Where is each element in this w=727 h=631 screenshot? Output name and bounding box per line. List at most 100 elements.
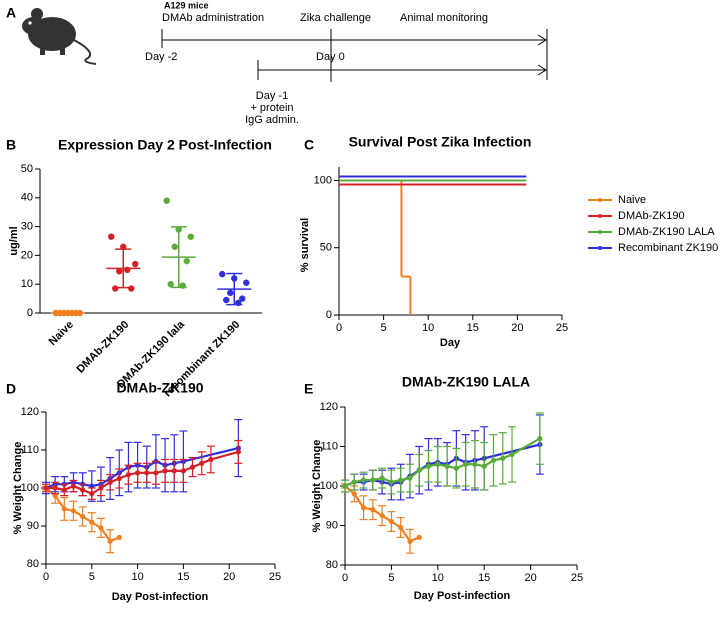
data-point xyxy=(208,456,214,463)
data-point xyxy=(509,451,515,457)
y-tick-label: 90 xyxy=(326,519,338,531)
legend-marker xyxy=(598,246,602,250)
data-point xyxy=(171,468,177,474)
chart-title: DMAb-ZK190 xyxy=(116,380,203,396)
data-point xyxy=(80,487,86,493)
y-tick-label: 80 xyxy=(326,559,338,571)
data-point xyxy=(116,268,123,275)
data-point xyxy=(70,508,77,514)
data-point xyxy=(98,525,104,531)
y-tick-label: 30 xyxy=(21,221,33,233)
timeline-text: Day -1 xyxy=(256,90,288,102)
data-point xyxy=(235,449,241,455)
y-axis-label: % survival xyxy=(299,218,311,272)
data-point xyxy=(388,479,394,485)
data-point xyxy=(116,534,122,541)
timeline xyxy=(161,29,548,82)
data-point xyxy=(80,513,86,520)
panel-label: A xyxy=(6,5,16,21)
legend-marker xyxy=(598,214,602,218)
panel-label: E xyxy=(304,381,313,397)
timeline-text: Animal monitoring xyxy=(400,12,488,24)
data-point xyxy=(351,491,357,497)
data-point xyxy=(171,243,178,250)
y-tick-label: 40 xyxy=(21,192,33,204)
data-point xyxy=(163,197,170,204)
data-point xyxy=(112,285,119,292)
chart-title: Expression Day 2 Post-Infection xyxy=(58,137,272,153)
y-tick-label: 90 xyxy=(27,520,39,532)
x-tick-label: 0 xyxy=(336,322,342,334)
data-point xyxy=(128,285,135,292)
data-point xyxy=(153,470,159,476)
y-tick-label: 100 xyxy=(320,480,338,492)
data-point xyxy=(360,505,367,511)
y-tick-label: 100 xyxy=(314,174,332,186)
data-point xyxy=(199,460,205,466)
data-point xyxy=(89,491,95,497)
data-point xyxy=(398,524,404,531)
x-tick-label: 0 xyxy=(342,572,348,584)
x-tick-label: DMAb-ZK190 xyxy=(75,319,132,376)
x-tick-label: 5 xyxy=(388,572,394,584)
x-tick-label: 20 xyxy=(511,322,523,334)
timeline-text: + protein xyxy=(250,102,293,114)
y-axis-label: ug/ml xyxy=(8,226,20,255)
mouse-icon xyxy=(22,8,97,65)
data-point xyxy=(370,477,376,483)
data-point xyxy=(108,233,115,240)
y-tick-label: 50 xyxy=(21,163,33,175)
data-point xyxy=(239,295,246,302)
y-tick-label: 20 xyxy=(21,249,33,261)
x-tick-label: Naive xyxy=(47,319,76,348)
data-point xyxy=(444,463,450,469)
timeline-text: DMAb administration xyxy=(162,12,264,24)
x-tick-label: 25 xyxy=(556,322,568,334)
x-axis-label: Day xyxy=(440,337,461,349)
data-point xyxy=(435,461,441,467)
timeline-text: A129 mice xyxy=(164,0,209,10)
legend-label: DMAb-ZK190 xyxy=(618,210,685,222)
y-tick-label: 0 xyxy=(326,309,332,321)
data-point xyxy=(167,281,174,288)
y-tick-label: 110 xyxy=(320,440,338,452)
timeline-text: Zika challenge xyxy=(300,12,371,24)
data-point xyxy=(388,518,394,525)
y-tick-label: 100 xyxy=(21,482,39,494)
data-point xyxy=(342,483,348,489)
legend-marker xyxy=(598,230,602,234)
x-tick-label: 25 xyxy=(571,572,583,584)
data-point xyxy=(227,289,234,297)
y-axis-label: % Weight Change xyxy=(12,442,24,535)
data-point xyxy=(180,468,186,474)
data-point xyxy=(472,461,478,467)
x-tick-label: 0 xyxy=(43,571,49,583)
data-point xyxy=(416,534,422,540)
data-point xyxy=(490,457,497,463)
x-tick-label: 25 xyxy=(269,571,281,583)
timeline-text: Day 0 xyxy=(316,51,345,63)
chart-title: DMAb-ZK190 LALA xyxy=(402,374,530,390)
data-point xyxy=(107,479,113,485)
data-point xyxy=(537,436,543,442)
data-point xyxy=(189,464,196,470)
data-point xyxy=(61,487,67,493)
x-tick-label: 15 xyxy=(467,322,479,334)
data-point xyxy=(132,260,139,268)
y-tick-label: 0 xyxy=(27,307,33,319)
data-point xyxy=(463,461,469,467)
y-tick-label: 10 xyxy=(21,278,33,290)
legend-label: Naive xyxy=(618,194,646,206)
x-tick-label: 20 xyxy=(524,572,536,584)
y-axis-label: % Weight Change xyxy=(311,440,323,533)
x-tick-label: 15 xyxy=(177,571,189,583)
data-point xyxy=(398,477,404,483)
data-point xyxy=(61,506,67,512)
data-point xyxy=(243,279,250,286)
data-point xyxy=(70,483,77,489)
x-tick-label: 5 xyxy=(381,322,387,334)
data-point xyxy=(407,538,413,544)
data-point xyxy=(416,467,422,473)
data-point xyxy=(223,296,230,304)
